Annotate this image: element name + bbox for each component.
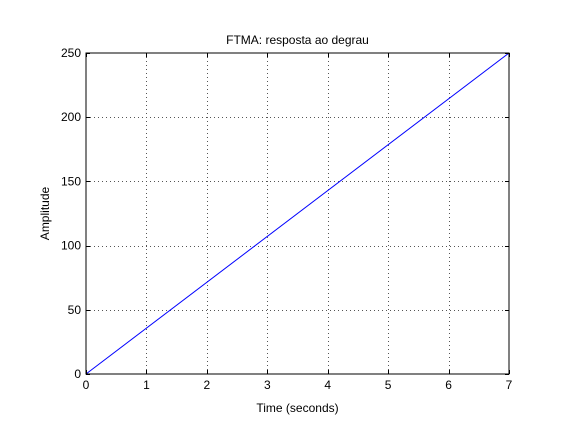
y-tick-label-1: 50 [68, 303, 82, 317]
series-line-0 [85, 52, 510, 375]
ticks [86, 53, 510, 375]
x-tick-label-4: 4 [324, 378, 331, 392]
x-tick-label-0: 0 [83, 378, 90, 392]
y-tick-label-0: 0 [74, 367, 81, 381]
tick-labels: 0 1 2 3 4 5 6 7 0 50 100 150 200 250 [61, 46, 513, 392]
y-tick-label-2: 100 [61, 239, 81, 253]
y-tick-label-5: 250 [61, 46, 81, 60]
y-axis-label: Amplitude [38, 187, 52, 241]
x-tick-label-1: 1 [143, 378, 150, 392]
y-tick-label-4: 200 [61, 110, 81, 124]
axes-box [85, 52, 510, 375]
x-tick-label-2: 2 [204, 378, 211, 392]
series-group [85, 52, 510, 375]
grid [86, 53, 509, 374]
x-axis-label: Time (seconds) [256, 401, 338, 415]
x-tick-label-6: 6 [445, 378, 452, 392]
x-tick-label-3: 3 [264, 378, 271, 392]
chart-title: FTMA: resposta ao degrau [226, 33, 369, 47]
x-tick-label-7: 7 [506, 378, 513, 392]
y-tick-label-3: 150 [61, 174, 81, 188]
x-tick-label-5: 5 [385, 378, 392, 392]
